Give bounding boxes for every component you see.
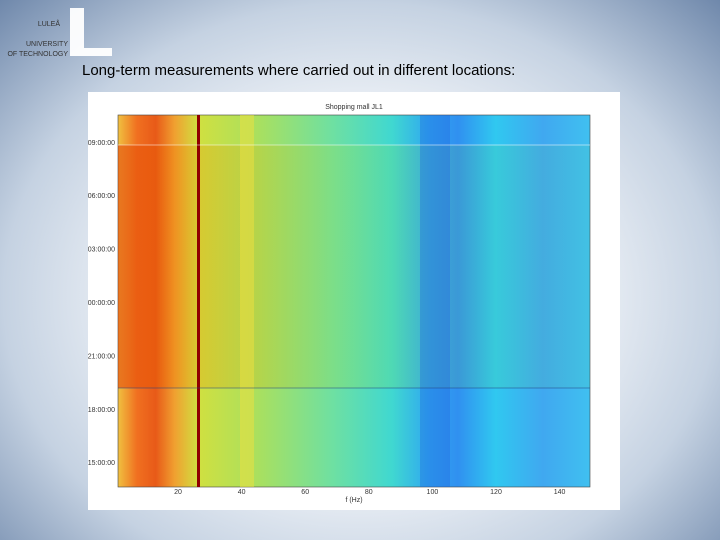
logo-text: LULEÅ xyxy=(38,19,61,28)
x-tick-label: 100 xyxy=(427,489,439,496)
y-tick-label: 09:00:00 xyxy=(88,140,115,147)
heading: Long-term measurements where carried out… xyxy=(82,62,516,79)
y-tick-label: 18:00:00 xyxy=(88,407,115,414)
y-tick-label: 00:00:00 xyxy=(88,300,115,307)
figure-title: Shopping mall JL1 xyxy=(325,104,383,111)
x-tick-label: 20 xyxy=(174,489,182,496)
x-tick-label: 60 xyxy=(301,489,309,496)
x-tick-label: 40 xyxy=(238,489,246,496)
logo: LULEÅ UNIVERSITY OF TECHNOLOGY xyxy=(7,8,112,58)
y-tick-label: 21:00:00 xyxy=(88,353,115,360)
spectral-line xyxy=(197,115,200,487)
x-tick-label: 140 xyxy=(554,489,566,496)
y-tick-label: 06:00:00 xyxy=(88,193,115,200)
logo-text: UNIVERSITY xyxy=(26,41,68,48)
spectral-line xyxy=(240,115,254,487)
x-tick-label: 80 xyxy=(365,489,373,496)
y-tick-label: 03:00:00 xyxy=(88,247,115,254)
spectral-band xyxy=(420,115,450,487)
x-label: f (Hz) xyxy=(345,497,362,504)
x-tick-label: 120 xyxy=(490,489,502,496)
logo-text: OF TECHNOLOGY xyxy=(7,51,68,58)
y-tick-label: 15:00:00 xyxy=(88,460,115,467)
spectrogram-band xyxy=(118,145,590,388)
